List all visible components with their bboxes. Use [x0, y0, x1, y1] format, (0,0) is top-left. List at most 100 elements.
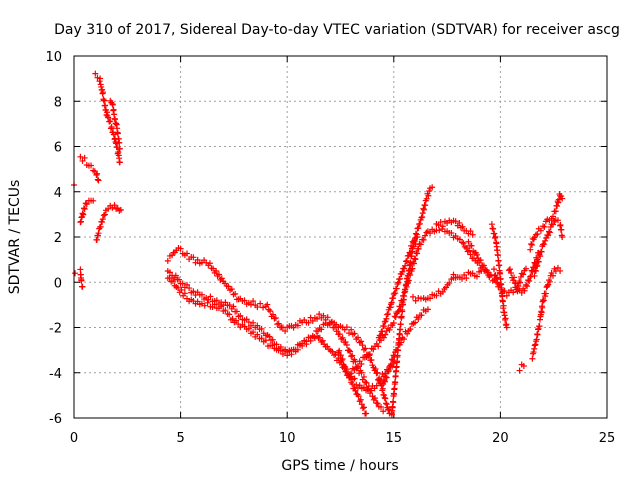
- data-point: [336, 331, 343, 338]
- data-point: [394, 309, 401, 316]
- data-point: [266, 333, 273, 340]
- data-point: [557, 267, 564, 274]
- data-point: [72, 270, 79, 277]
- data-point: [407, 259, 414, 266]
- data-point: [116, 159, 123, 166]
- data-point: [554, 264, 561, 271]
- data-point: [100, 212, 107, 219]
- data-point: [373, 382, 380, 389]
- data-point: [114, 130, 121, 137]
- data-point: [175, 284, 182, 291]
- data-point: [374, 369, 381, 376]
- data-point: [416, 220, 423, 227]
- data-point: [358, 361, 365, 368]
- data-point: [411, 238, 418, 245]
- data-point: [339, 355, 346, 362]
- data-point: [357, 396, 364, 403]
- data-point: [549, 213, 556, 220]
- data-point: [493, 275, 500, 282]
- data-point: [390, 291, 397, 298]
- data-point: [530, 349, 537, 356]
- data-point: [464, 248, 471, 255]
- data-point: [529, 268, 536, 275]
- series-track: [335, 347, 370, 417]
- data-point: [364, 386, 371, 393]
- data-point: [109, 101, 116, 108]
- data-point: [541, 241, 548, 248]
- data-point: [396, 275, 403, 282]
- data-point: [225, 283, 232, 290]
- data-point: [262, 337, 269, 344]
- data-point: [388, 299, 395, 306]
- data-point: [378, 376, 385, 383]
- data-point: [478, 267, 485, 274]
- data-point: [360, 404, 367, 411]
- data-point: [254, 304, 261, 311]
- data-point: [319, 337, 326, 344]
- series-track: [107, 97, 123, 152]
- data-point: [346, 347, 353, 354]
- data-point: [303, 341, 310, 348]
- data-point: [88, 162, 95, 169]
- data-point: [520, 271, 527, 278]
- data-point: [399, 268, 406, 275]
- data-point: [82, 200, 89, 207]
- data-point: [201, 302, 208, 309]
- data-point: [494, 252, 501, 259]
- data-point: [531, 259, 538, 266]
- data-point: [363, 379, 370, 386]
- data-point: [337, 352, 344, 359]
- data-point: [354, 334, 361, 341]
- data-point: [425, 192, 432, 199]
- data-point: [559, 234, 566, 240]
- data-point: [77, 153, 84, 160]
- y-tick-label: -2: [49, 322, 62, 337]
- data-point: [358, 401, 365, 408]
- x-axis-label: GPS time / hours: [281, 458, 398, 474]
- data-point: [342, 363, 349, 370]
- data-point: [309, 318, 316, 325]
- data-point: [433, 292, 440, 299]
- data-point: [435, 222, 442, 229]
- data-point: [382, 400, 389, 407]
- data-point: [542, 237, 549, 244]
- data-point: [81, 206, 88, 213]
- data-point: [351, 375, 358, 382]
- data-point: [385, 406, 392, 413]
- data-point: [452, 218, 459, 225]
- data-point: [101, 211, 108, 218]
- data-point: [559, 195, 566, 202]
- data-point: [213, 297, 220, 304]
- data-point: [272, 314, 279, 321]
- data-point: [544, 282, 551, 289]
- data-point: [473, 273, 480, 280]
- data-point: [99, 216, 106, 223]
- data-point: [382, 373, 389, 380]
- data-point: [275, 320, 282, 327]
- data-point: [395, 347, 402, 354]
- data-point: [528, 241, 535, 248]
- data-point: [166, 274, 173, 281]
- data-point: [388, 361, 395, 368]
- data-point: [518, 270, 525, 277]
- data-point: [382, 395, 389, 402]
- data-point: [397, 326, 404, 333]
- data-point: [517, 279, 524, 286]
- data-point: [360, 346, 367, 353]
- data-point: [186, 285, 193, 292]
- data-point: [456, 219, 463, 226]
- data-point: [538, 248, 545, 255]
- data-point: [349, 352, 356, 359]
- data-point: [531, 345, 538, 352]
- data-point: [99, 89, 106, 96]
- series-track: [450, 267, 485, 282]
- data-point: [338, 336, 345, 343]
- data-point: [288, 351, 295, 358]
- data-point: [395, 279, 402, 286]
- data-point: [427, 295, 434, 302]
- data-point: [229, 315, 236, 322]
- data-point: [385, 367, 392, 374]
- data-point: [328, 319, 335, 326]
- data-point: [372, 395, 379, 402]
- y-tick-label: 2: [54, 231, 62, 246]
